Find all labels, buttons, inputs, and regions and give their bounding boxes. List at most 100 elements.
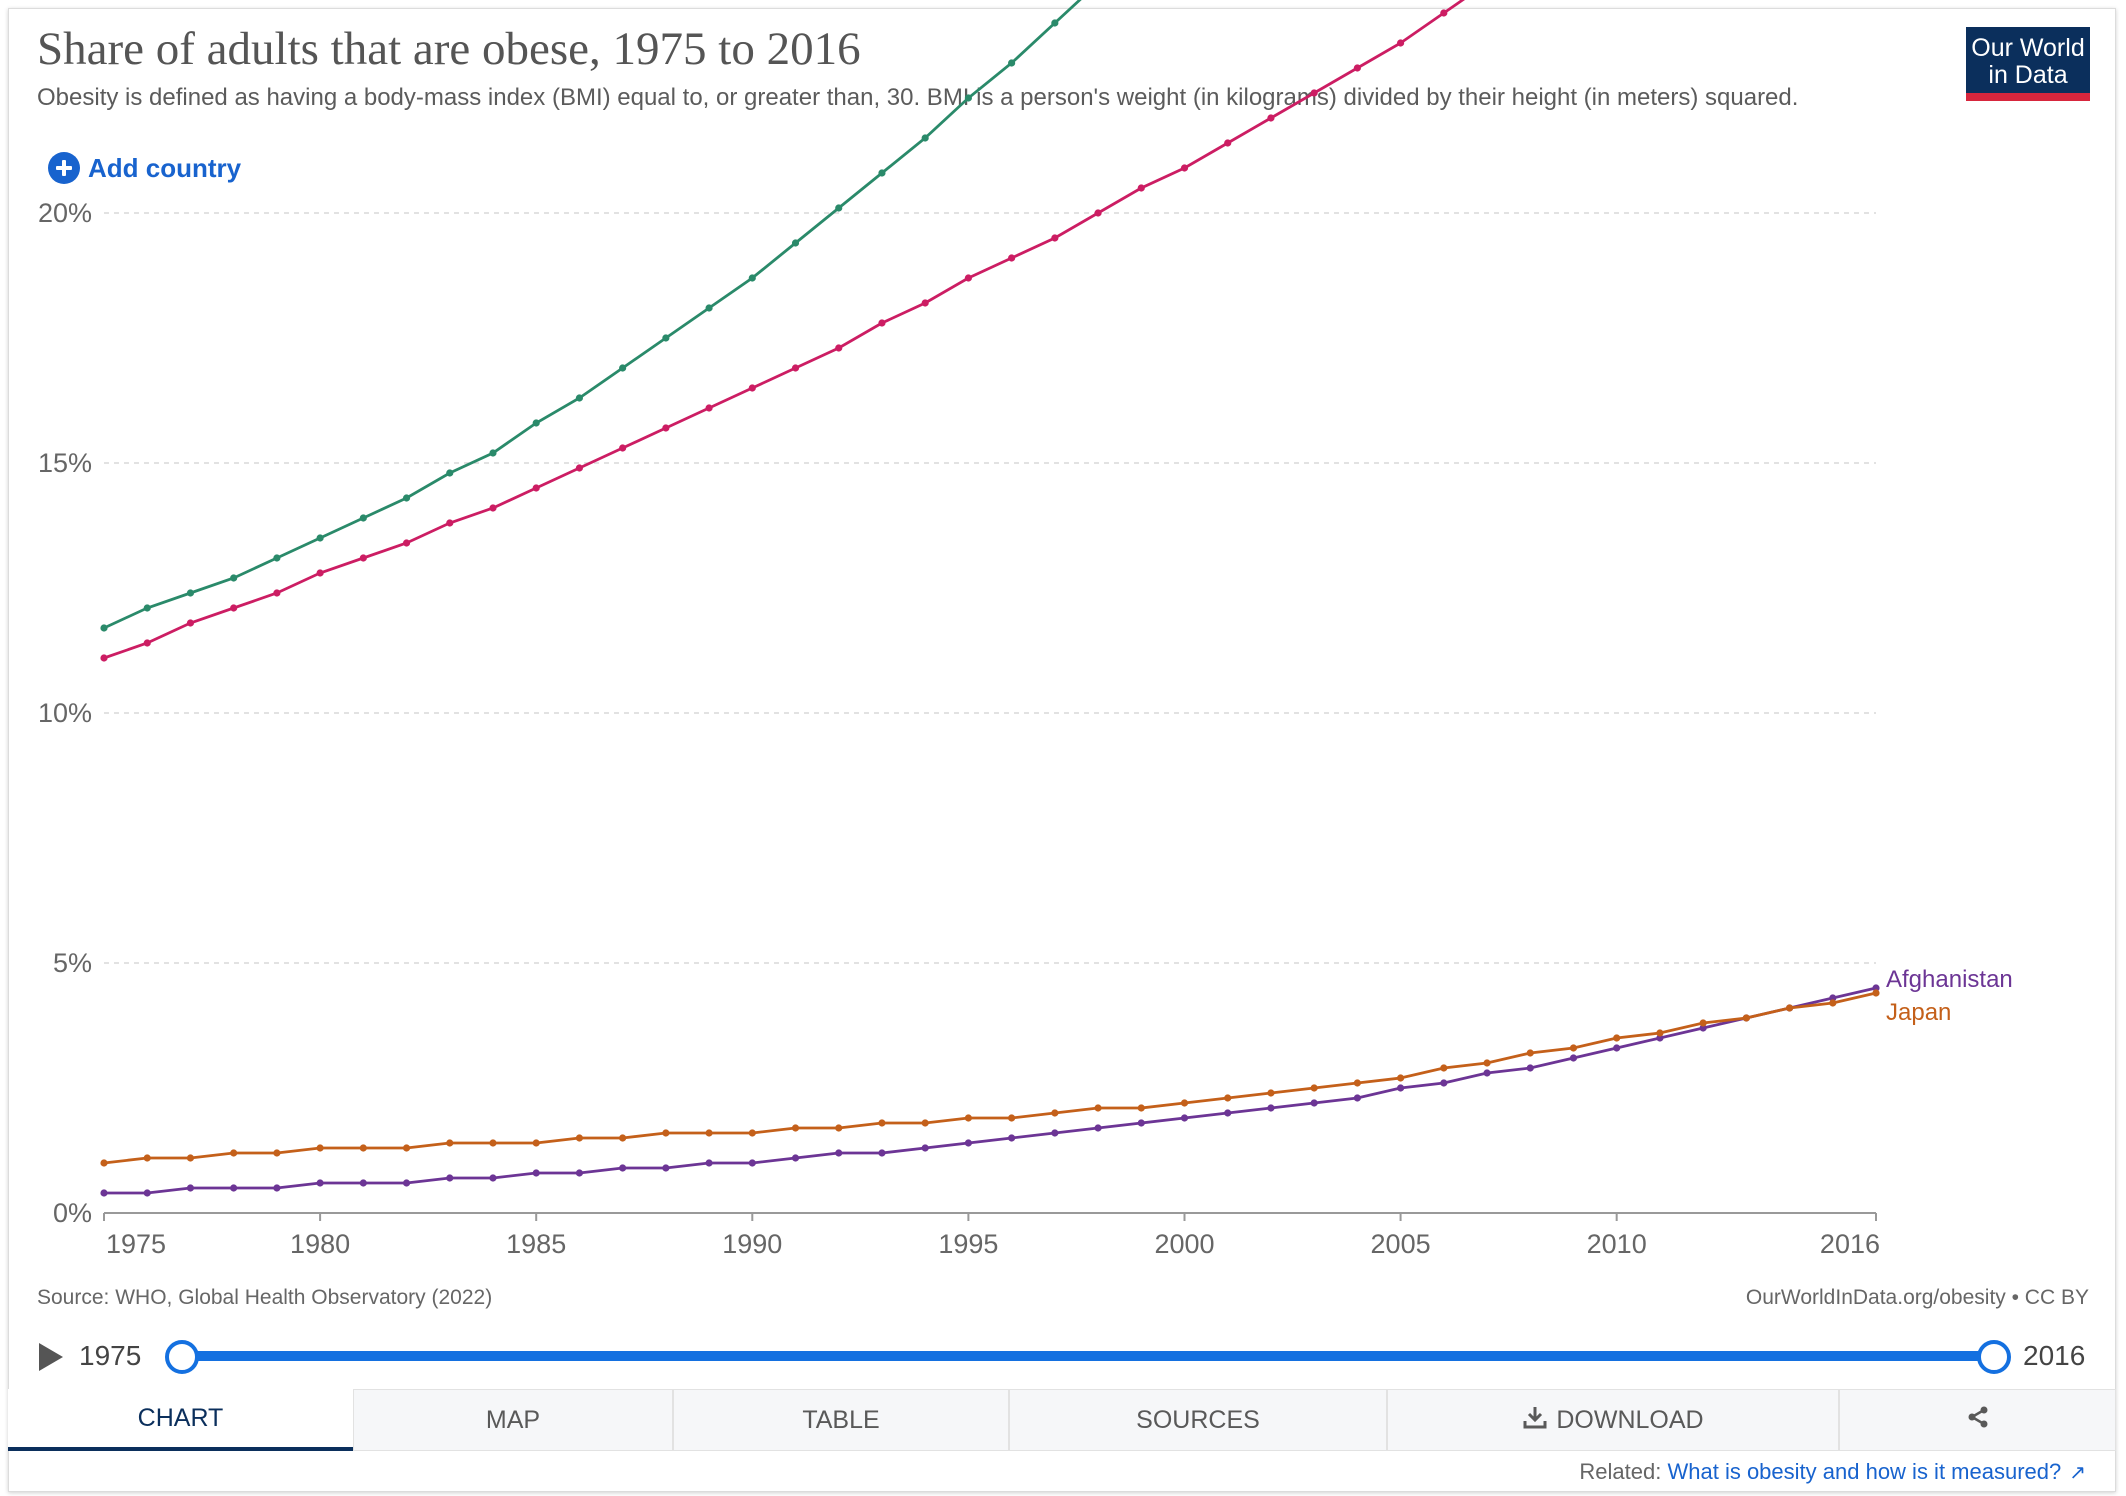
data-point[interactable] <box>878 1149 886 1157</box>
data-point[interactable] <box>878 319 886 327</box>
data-point[interactable] <box>1699 1019 1707 1027</box>
data-point[interactable] <box>273 589 281 597</box>
series-line-afghanistan[interactable] <box>104 986 1877 1195</box>
data-point[interactable] <box>662 424 670 432</box>
data-point[interactable] <box>1872 989 1880 997</box>
data-point[interactable] <box>1008 254 1016 262</box>
data-point[interactable] <box>316 534 324 542</box>
data-point[interactable] <box>1310 1099 1318 1107</box>
data-point[interactable] <box>100 624 108 632</box>
data-point[interactable] <box>1008 1114 1016 1122</box>
data-point[interactable] <box>705 1159 713 1167</box>
data-point[interactable] <box>1180 164 1189 172</box>
data-point[interactable] <box>489 1174 497 1182</box>
data-point[interactable] <box>1051 1109 1059 1117</box>
data-point[interactable] <box>1396 39 1405 47</box>
data-point[interactable] <box>878 1119 886 1127</box>
data-point[interactable] <box>1526 1049 1534 1057</box>
data-point[interactable] <box>1008 59 1016 67</box>
tab-sources[interactable]: SOURCES <box>1009 1389 1387 1451</box>
data-point[interactable] <box>359 554 367 562</box>
data-point[interactable] <box>662 334 670 342</box>
timeline-start-handle[interactable] <box>165 1340 199 1374</box>
data-point[interactable] <box>705 304 713 312</box>
data-point[interactable] <box>489 1139 497 1147</box>
data-point[interactable] <box>316 569 324 577</box>
data-point[interactable] <box>1872 984 1880 992</box>
data-point[interactable] <box>575 464 584 472</box>
tab-chart[interactable]: CHART <box>8 1389 353 1451</box>
data-point[interactable] <box>662 1164 670 1172</box>
series-label[interactable]: Afghanistan <box>1886 966 2013 993</box>
data-point[interactable] <box>921 299 929 307</box>
data-point[interactable] <box>748 1159 756 1167</box>
data-point[interactable] <box>186 1154 195 1162</box>
data-point[interactable] <box>446 1139 454 1147</box>
data-point[interactable] <box>964 94 972 102</box>
data-point[interactable] <box>1396 1074 1405 1082</box>
data-point[interactable] <box>1008 1134 1016 1142</box>
data-point[interactable] <box>748 384 756 392</box>
data-point[interactable] <box>1699 1024 1707 1032</box>
data-point[interactable] <box>1829 994 1837 1002</box>
data-point[interactable] <box>964 1139 972 1147</box>
data-point[interactable] <box>100 1189 108 1197</box>
series-line-egypt[interactable] <box>103 0 1876 660</box>
data-point[interactable] <box>359 1144 367 1152</box>
data-point[interactable] <box>230 1149 238 1157</box>
data-point[interactable] <box>748 274 756 282</box>
data-point[interactable] <box>1137 184 1145 192</box>
data-point[interactable] <box>878 169 886 177</box>
data-point[interactable] <box>619 444 627 452</box>
data-point[interactable] <box>402 1179 411 1187</box>
data-point[interactable] <box>186 619 195 627</box>
data-point[interactable] <box>964 1114 972 1122</box>
data-point[interactable] <box>575 1169 584 1177</box>
data-point[interactable] <box>1310 1084 1318 1092</box>
data-point[interactable] <box>186 589 195 597</box>
data-point[interactable] <box>100 1159 108 1167</box>
data-point[interactable] <box>143 1154 151 1162</box>
series-label[interactable]: Japan <box>1886 999 1951 1026</box>
data-point[interactable] <box>273 1149 281 1157</box>
series-line-united-states[interactable] <box>103 0 1876 630</box>
data-point[interactable] <box>316 1179 324 1187</box>
data-point[interactable] <box>791 364 800 372</box>
data-point[interactable] <box>791 1154 800 1162</box>
data-point[interactable] <box>921 1144 929 1152</box>
data-point[interactable] <box>1353 1079 1361 1087</box>
data-point[interactable] <box>791 1124 800 1132</box>
data-point[interactable] <box>619 1134 627 1142</box>
data-point[interactable] <box>1785 1004 1794 1012</box>
data-point[interactable] <box>1656 1029 1664 1037</box>
data-point[interactable] <box>230 604 238 612</box>
data-point[interactable] <box>1224 1094 1232 1102</box>
data-point[interactable] <box>402 1144 411 1152</box>
tab-map[interactable]: MAP <box>353 1389 673 1451</box>
data-point[interactable] <box>835 1149 843 1157</box>
data-point[interactable] <box>964 274 972 282</box>
data-point[interactable] <box>1180 1099 1189 1107</box>
data-point[interactable] <box>1613 1034 1621 1042</box>
data-point[interactable] <box>619 364 627 372</box>
data-point[interactable] <box>921 1119 929 1127</box>
data-point[interactable] <box>489 504 497 512</box>
data-point[interactable] <box>1094 1124 1102 1132</box>
data-point[interactable] <box>748 1129 756 1137</box>
tab-download[interactable]: DOWNLOAD <box>1387 1389 1839 1451</box>
tab-table[interactable]: TABLE <box>673 1389 1009 1451</box>
data-point[interactable] <box>1224 139 1232 147</box>
add-country-button[interactable]: Add country <box>48 152 241 184</box>
data-point[interactable] <box>1569 1044 1578 1052</box>
data-point[interactable] <box>1396 1084 1405 1092</box>
data-point[interactable] <box>143 604 151 612</box>
data-point[interactable] <box>489 449 497 457</box>
related-link[interactable]: What is obesity and how is it measured? <box>1667 1459 2062 1484</box>
owid-logo[interactable]: Our World in Data <box>1966 27 2090 101</box>
data-point[interactable] <box>230 1184 238 1192</box>
data-point[interactable] <box>1742 1014 1750 1022</box>
data-point[interactable] <box>835 344 843 352</box>
data-point[interactable] <box>1094 209 1102 217</box>
data-point[interactable] <box>1526 1064 1534 1072</box>
data-point[interactable] <box>143 639 151 647</box>
